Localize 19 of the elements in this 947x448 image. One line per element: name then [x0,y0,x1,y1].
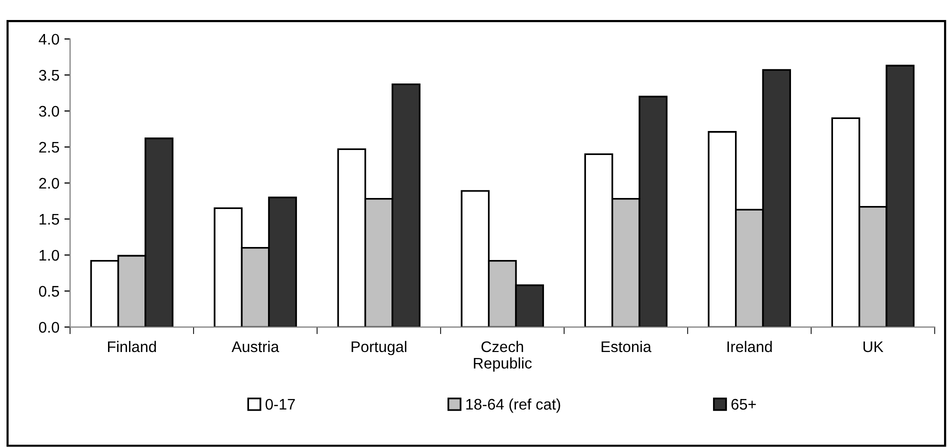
y-tick-label: 3.0 [39,106,60,117]
y-tick-label: 2.0 [39,178,60,189]
x-tick-label: Czech Republic [474,340,532,372]
y-tick-label: 1.0 [40,250,60,261]
x-tick-label: Portugal [352,340,406,356]
legend-label: 0-17 [266,398,295,410]
y-tick-label: 0.0 [39,322,60,333]
y-tick-label: 4.0 [38,34,60,45]
x-tick-label: Estonia [602,340,652,352]
x-tick-label: Ireland [727,340,772,352]
legend-label: 65+ [731,398,756,410]
y-tick-label: 1.5 [40,214,60,225]
y-tick-label: 2.5 [39,142,60,153]
x-tick-label: Finland [108,340,156,352]
y-tick-label: 3.5 [39,70,60,81]
x-tick-label: UK [864,341,884,352]
y-tick-label: 0.5 [39,286,60,297]
x-tick-label: Austria [232,340,280,352]
legend-label: 18-64 (ref cat) [466,398,560,413]
